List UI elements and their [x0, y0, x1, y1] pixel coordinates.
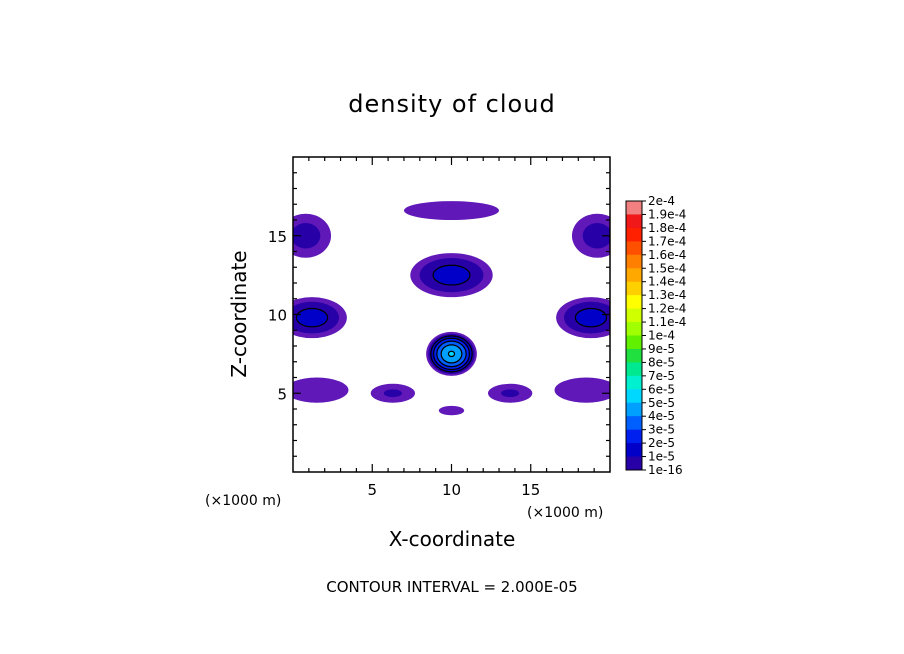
contour-interval-note: CONTOUR INTERVAL = 2.000E-05: [326, 578, 577, 596]
axis-ticks: 5 10 15 5 10 15: [268, 157, 610, 499]
colorbar-swatch: [626, 254, 642, 269]
colorbar-label: 1e-4: [648, 329, 675, 343]
x-tick-label: 5: [367, 481, 377, 499]
chart-title: density of cloud: [348, 90, 555, 118]
colorbar-label: 6e-5: [648, 382, 675, 396]
y-axis-label: Z-coordinate: [227, 250, 251, 377]
cloud-region-center-top: [403, 201, 500, 220]
contour-band: [501, 389, 520, 398]
x-tick-label: 10: [442, 481, 461, 499]
cloud-region-left-upper: [293, 213, 332, 258]
cloud-region-lower-right: [487, 383, 533, 403]
colorbar-label: 1.9e-4: [648, 207, 686, 221]
contour-band: [293, 223, 321, 249]
colorbar-swatch: [626, 201, 642, 215]
colorbar-label: 1.1e-4: [648, 315, 686, 329]
colorbar-swatch: [626, 227, 642, 242]
colorbar-label: 3e-5: [648, 423, 675, 437]
colorbar-swatch: [626, 443, 642, 458]
cloud-region-lower-left: [370, 383, 416, 403]
colorbar-swatch: [626, 456, 642, 471]
x-axis-label: X-coordinate: [389, 527, 516, 551]
cloud-region-center-upper: [410, 253, 493, 298]
cloud-region-bottom-center: [438, 405, 465, 416]
colorbar-label: 2e-4: [648, 194, 675, 208]
colorbar-swatch: [626, 268, 642, 283]
contour-band: [447, 350, 456, 358]
colorbar-label: 1.8e-4: [648, 221, 686, 235]
colorbar-swatch: [626, 308, 642, 323]
colorbar-swatch: [626, 281, 642, 296]
colorbar-label: 1.2e-4: [648, 302, 686, 316]
colorbar-swatch: [626, 348, 642, 363]
colorbar-swatch: [626, 241, 642, 256]
y-tick-label: 15: [268, 228, 287, 246]
y-tick-label: 10: [268, 307, 287, 325]
z-unit-label: (×1000 m): [205, 493, 281, 509]
colorbar-swatch: [626, 429, 642, 444]
cloud-region-right-edge-low: [554, 377, 610, 403]
x-tick-label: 15: [521, 481, 540, 499]
cloud-region-right-mid: [556, 297, 610, 339]
contour-band: [293, 377, 349, 403]
cloud-region-center-core: [426, 331, 477, 376]
colorbar: 2e-41.9e-41.8e-41.7e-41.6e-41.5e-41.4e-4…: [625, 194, 686, 477]
colorbar-swatch: [626, 214, 642, 229]
colorbar-label: 1e-16: [648, 463, 683, 477]
colorbar-label: 1.7e-4: [648, 234, 686, 248]
contour-field: [293, 201, 610, 416]
contour-band: [295, 307, 329, 328]
colorbar-label: 1.5e-4: [648, 261, 686, 275]
colorbar-label: 2e-5: [648, 436, 675, 450]
colorbar-label: 1.6e-4: [648, 248, 686, 262]
colorbar-label: 7e-5: [648, 369, 675, 383]
cloud-region-right-upper: [571, 213, 610, 258]
contour-band: [403, 201, 500, 220]
colorbar-swatch: [626, 322, 642, 336]
contour-band: [554, 377, 610, 403]
colorbar-swatch: [626, 335, 642, 350]
contour-band: [574, 307, 608, 328]
x-unit-label: (×1000 m): [527, 505, 603, 521]
contour-band: [438, 405, 465, 416]
contour-band: [383, 389, 402, 398]
colorbar-label: 8e-5: [648, 355, 675, 369]
cloud-region-left-edge-low: [293, 377, 349, 403]
y-tick-label: 5: [277, 385, 287, 403]
colorbar-label: 1.3e-4: [648, 288, 686, 302]
colorbar-swatch: [626, 362, 642, 377]
cloud-region-left-mid: [293, 297, 347, 339]
colorbar-label: 9e-5: [648, 342, 675, 356]
colorbar-label: 1e-5: [648, 450, 675, 464]
colorbar-swatch: [626, 389, 642, 404]
contour-band: [432, 264, 471, 286]
colorbar-swatch: [626, 416, 642, 431]
contour-band: [582, 223, 610, 249]
colorbar-swatch: [626, 375, 642, 390]
colorbar-label: 4e-5: [648, 409, 675, 423]
colorbar-label: 1.4e-4: [648, 275, 686, 289]
colorbar-swatch: [626, 402, 642, 417]
colorbar-label: 5e-5: [648, 396, 675, 410]
colorbar-swatch: [626, 295, 642, 310]
